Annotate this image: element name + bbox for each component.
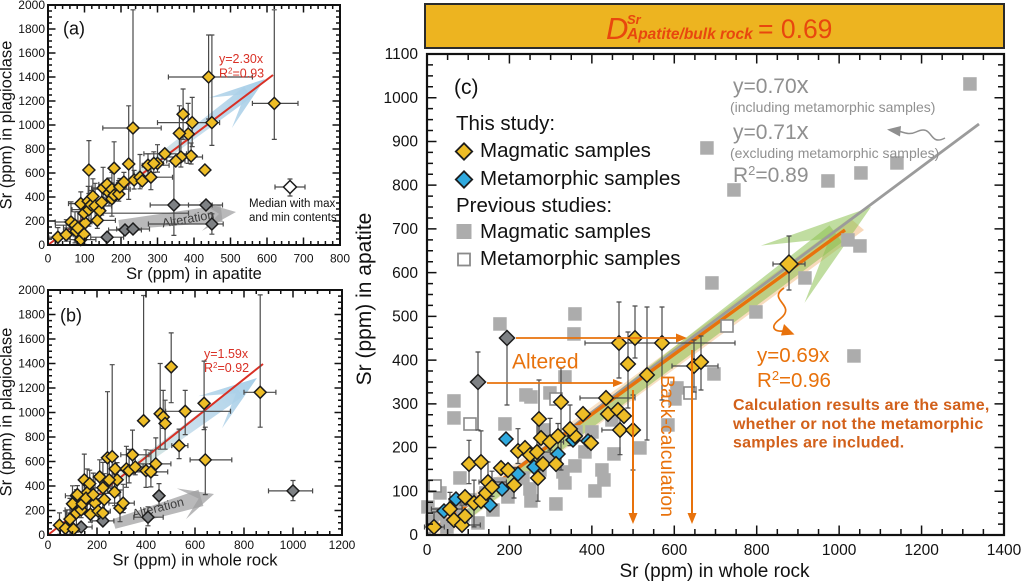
svg-text:= 0.69: = 0.69 <box>758 14 832 44</box>
svg-text:This study:: This study: <box>456 112 555 135</box>
svg-text:1800: 1800 <box>18 22 45 36</box>
svg-text:400: 400 <box>184 252 204 266</box>
svg-text:600: 600 <box>392 265 418 282</box>
svg-text:600: 600 <box>661 542 687 559</box>
svg-text:2000: 2000 <box>18 283 45 297</box>
svg-text:Magmatic samples: Magmatic samples <box>480 220 651 243</box>
svg-text:1000: 1000 <box>280 538 307 552</box>
svg-text:700: 700 <box>392 221 418 238</box>
svg-text:(excluding metamorphic samples: (excluding metamorphic samples) <box>730 145 939 161</box>
svg-text:600: 600 <box>25 455 45 469</box>
svg-text:y=2.30x: y=2.30x <box>219 52 264 66</box>
svg-text:1200: 1200 <box>329 538 356 552</box>
svg-text:100: 100 <box>392 484 418 501</box>
svg-text:Metamorphic samples: Metamorphic samples <box>480 247 681 270</box>
svg-text:1000: 1000 <box>18 118 45 132</box>
svg-text:Altered: Altered <box>512 351 579 374</box>
svg-text:Sr (ppm) in plagioclase: Sr (ppm) in plagioclase <box>0 328 16 497</box>
svg-text:400: 400 <box>579 542 605 559</box>
svg-text:R2=0.93: R2=0.93 <box>219 67 264 81</box>
svg-text:Sr (ppm) in plagioclase: Sr (ppm) in plagioclase <box>0 41 16 210</box>
svg-text:Median with max: Median with max <box>249 198 336 210</box>
svg-text:R2=0.92: R2=0.92 <box>204 361 249 375</box>
svg-text:600: 600 <box>185 538 205 552</box>
svg-text:(b): (b) <box>60 306 82 326</box>
svg-text:0: 0 <box>45 252 52 266</box>
svg-text:400: 400 <box>25 479 45 493</box>
svg-text:800: 800 <box>330 252 350 266</box>
svg-text:0: 0 <box>409 527 418 544</box>
svg-text:Apatite/bulk rock: Apatite/bulk rock <box>626 26 754 43</box>
svg-text:Sr: Sr <box>627 12 642 27</box>
svg-text:1200: 1200 <box>18 381 45 395</box>
svg-text:1400: 1400 <box>18 357 45 371</box>
svg-text:R2=0.89: R2=0.89 <box>733 163 809 187</box>
svg-text:(c): (c) <box>454 76 479 99</box>
svg-text:800: 800 <box>25 430 45 444</box>
svg-text:300: 300 <box>392 396 418 413</box>
svg-text:R2=0.96: R2=0.96 <box>757 368 831 392</box>
svg-text:200: 200 <box>392 440 418 457</box>
svg-text:800: 800 <box>234 538 254 552</box>
svg-text:400: 400 <box>392 352 418 369</box>
svg-text:Metamorphic samples: Metamorphic samples <box>480 167 681 190</box>
svg-text:0: 0 <box>423 542 432 559</box>
svg-text:400: 400 <box>136 538 156 552</box>
svg-text:1200: 1200 <box>18 94 45 108</box>
svg-text:1800: 1800 <box>18 308 45 322</box>
svg-text:0: 0 <box>45 538 52 552</box>
svg-text:1100: 1100 <box>385 46 419 63</box>
svg-text:200: 200 <box>25 214 45 228</box>
svg-text:700: 700 <box>293 252 313 266</box>
svg-text:1600: 1600 <box>18 46 45 60</box>
svg-text:1200: 1200 <box>904 542 939 559</box>
svg-text:Calculation results are the sa: Calculation results are the same, <box>733 397 989 414</box>
svg-text:y=0.71x: y=0.71x <box>733 118 809 145</box>
svg-text:200: 200 <box>25 504 45 518</box>
svg-text:and min contents: and min contents <box>249 212 337 224</box>
svg-text:200: 200 <box>496 542 522 559</box>
svg-text:0: 0 <box>38 238 45 252</box>
svg-text:Previous studies:: Previous studies: <box>456 194 612 217</box>
svg-text:D: D <box>606 11 628 46</box>
svg-text:800: 800 <box>25 142 45 156</box>
svg-text:600: 600 <box>25 166 45 180</box>
svg-text:400: 400 <box>25 190 45 204</box>
svg-text:500: 500 <box>392 309 418 326</box>
svg-text:900: 900 <box>392 134 418 151</box>
svg-text:1000: 1000 <box>822 542 857 559</box>
svg-text:1000: 1000 <box>384 90 419 107</box>
svg-text:y=0.70x: y=0.70x <box>733 72 809 99</box>
svg-text:100: 100 <box>74 252 94 266</box>
svg-text:Magmatic samples: Magmatic samples <box>480 139 651 162</box>
svg-text:Sr (ppm) in whole rock: Sr (ppm) in whole rock <box>112 552 278 570</box>
svg-text:200: 200 <box>87 538 107 552</box>
svg-text:800: 800 <box>392 177 418 194</box>
svg-text:samples are included.: samples are included. <box>733 435 904 452</box>
svg-text:Sr (ppm) in whole rock: Sr (ppm) in whole rock <box>619 561 810 582</box>
svg-text:y=0.69x: y=0.69x <box>757 344 830 367</box>
svg-text:y=1.59x: y=1.59x <box>204 347 249 361</box>
svg-text:600: 600 <box>257 252 277 266</box>
svg-text:0: 0 <box>38 528 45 542</box>
svg-text:800: 800 <box>744 542 770 559</box>
svg-text:(a): (a) <box>63 19 85 39</box>
svg-text:1400: 1400 <box>987 542 1022 559</box>
svg-text:Back-calculation: Back-calculation <box>656 375 678 517</box>
svg-text:whether or not the metamorphic: whether or not the metamorphic <box>732 416 983 433</box>
svg-text:Sr (ppm) in apatite: Sr (ppm) in apatite <box>353 213 376 386</box>
svg-text:200: 200 <box>111 252 131 266</box>
svg-text:2000: 2000 <box>18 0 45 12</box>
svg-text:(including metamorphic samples: (including metamorphic samples) <box>730 99 935 115</box>
svg-text:500: 500 <box>220 252 240 266</box>
svg-text:300: 300 <box>147 252 167 266</box>
svg-text:Sr (ppm) in apatite: Sr (ppm) in apatite <box>126 265 262 283</box>
svg-text:1000: 1000 <box>18 406 45 420</box>
svg-text:1400: 1400 <box>18 70 45 84</box>
svg-text:1600: 1600 <box>18 332 45 346</box>
